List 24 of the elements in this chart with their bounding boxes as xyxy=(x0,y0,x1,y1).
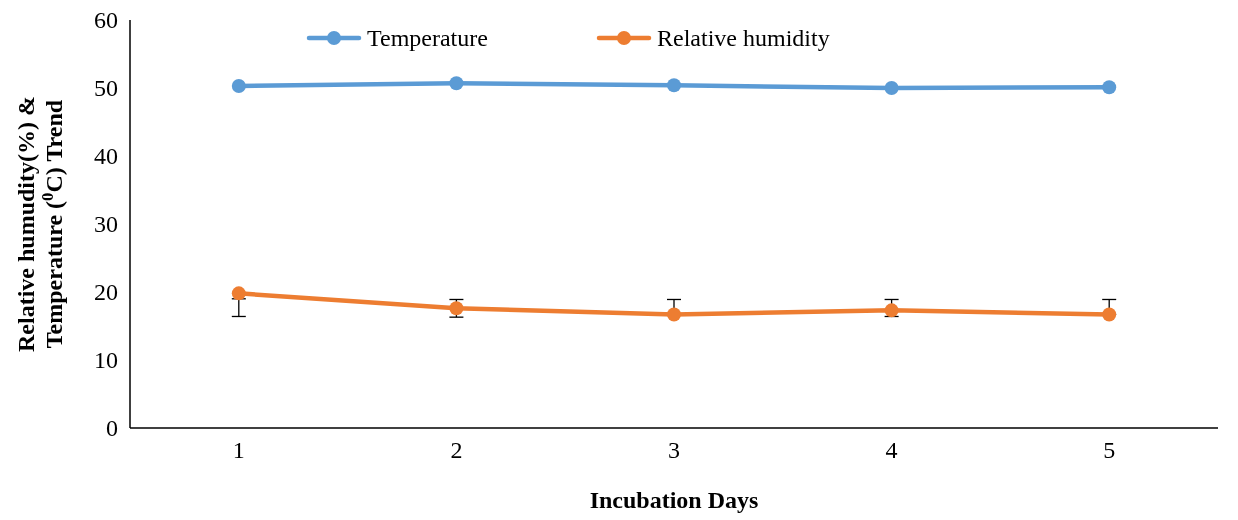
y-tick-label: 0 xyxy=(106,415,118,442)
point xyxy=(449,76,464,91)
x-tick-label: 2 xyxy=(450,437,463,463)
y-tick-label: 40 xyxy=(94,143,118,170)
legend-label: Temperature xyxy=(367,25,488,52)
y-tick-label: 10 xyxy=(94,347,118,374)
x-axis-title: Incubation Days xyxy=(589,487,759,513)
point xyxy=(1102,307,1117,322)
point xyxy=(884,81,899,95)
point xyxy=(1102,80,1117,95)
x-tick-label: 3 xyxy=(668,437,680,463)
x-tick-label: 5 xyxy=(1103,437,1116,463)
y-tick-label: 30 xyxy=(94,211,118,238)
y-tick-label: 50 xyxy=(94,75,118,102)
point xyxy=(667,78,681,93)
y-tick-label: 60 xyxy=(94,7,118,34)
point xyxy=(884,303,899,318)
point xyxy=(231,286,246,301)
y-tick-label: 20 xyxy=(94,279,118,306)
x-tick-label: 1 xyxy=(232,437,245,463)
point xyxy=(231,78,246,93)
point xyxy=(667,307,681,322)
x-tick-label: 4 xyxy=(885,437,898,463)
legend-label: Relative humidity xyxy=(657,25,830,52)
